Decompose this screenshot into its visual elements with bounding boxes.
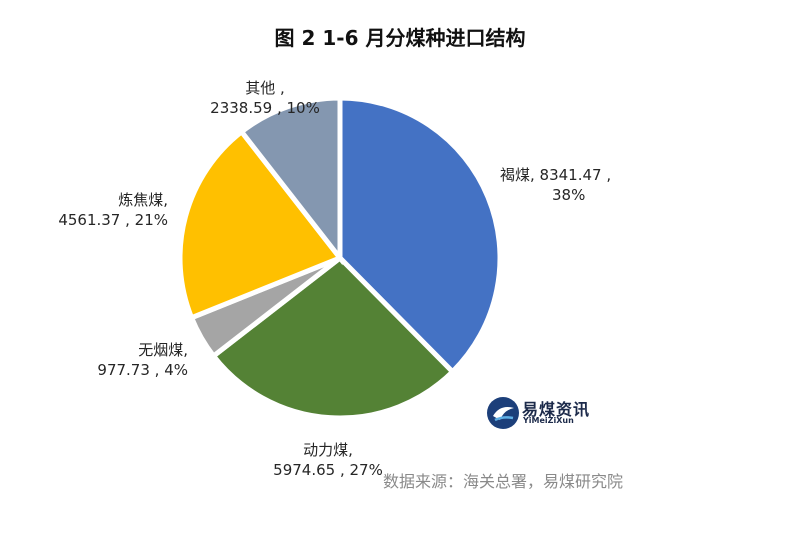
pie-slice-3 — [177, 128, 345, 321]
label-coking-coal-line2: 4561.37 , 21% — [58, 211, 168, 229]
pie-slice-4 — [238, 95, 343, 266]
label-anthracite: 无烟煤, 977.73 , 4% — [68, 340, 188, 380]
label-anthracite-line2: 977.73 , 4% — [97, 361, 188, 379]
label-thermal-coal-line2: 5974.65 , 27% — [273, 461, 383, 479]
logo: 易煤资讯 YiMeiZiXun — [486, 394, 606, 432]
label-thermal-coal-line1: 动力煤, — [303, 441, 353, 459]
source-note: 数据来源：海关总署，易煤研究院 — [383, 472, 624, 491]
logo-name-cn: 易煤资讯 — [522, 400, 591, 419]
label-other-line2: 2338.59 , 10% — [210, 99, 320, 117]
label-thermal-coal: 动力煤, 5974.65 , 27% — [268, 440, 388, 480]
label-other: 其他 , 2338.59 , 10% — [200, 78, 330, 118]
label-coking-coal: 炼焦煤, 4561.37 , 21% — [40, 190, 168, 230]
label-coking-coal-line1: 炼焦煤, — [118, 191, 168, 209]
label-anthracite-line1: 无烟煤, — [138, 341, 188, 359]
label-lignite-line2: 38% — [552, 186, 586, 204]
logo-name-en: YiMeiZiXun — [523, 416, 574, 425]
pie-slice-0 — [337, 95, 503, 376]
logo-mark-icon — [487, 397, 519, 429]
pie-slice-1 — [210, 254, 457, 421]
label-other-line1: 其他 , — [245, 79, 285, 97]
label-lignite-line1: 褐煤, 8341.47 , — [500, 166, 612, 184]
label-lignite: 褐煤, 8341.47 , 38% — [500, 165, 611, 205]
chart-title: 图 2 1-6 月分煤种进口结构 — [274, 26, 526, 50]
